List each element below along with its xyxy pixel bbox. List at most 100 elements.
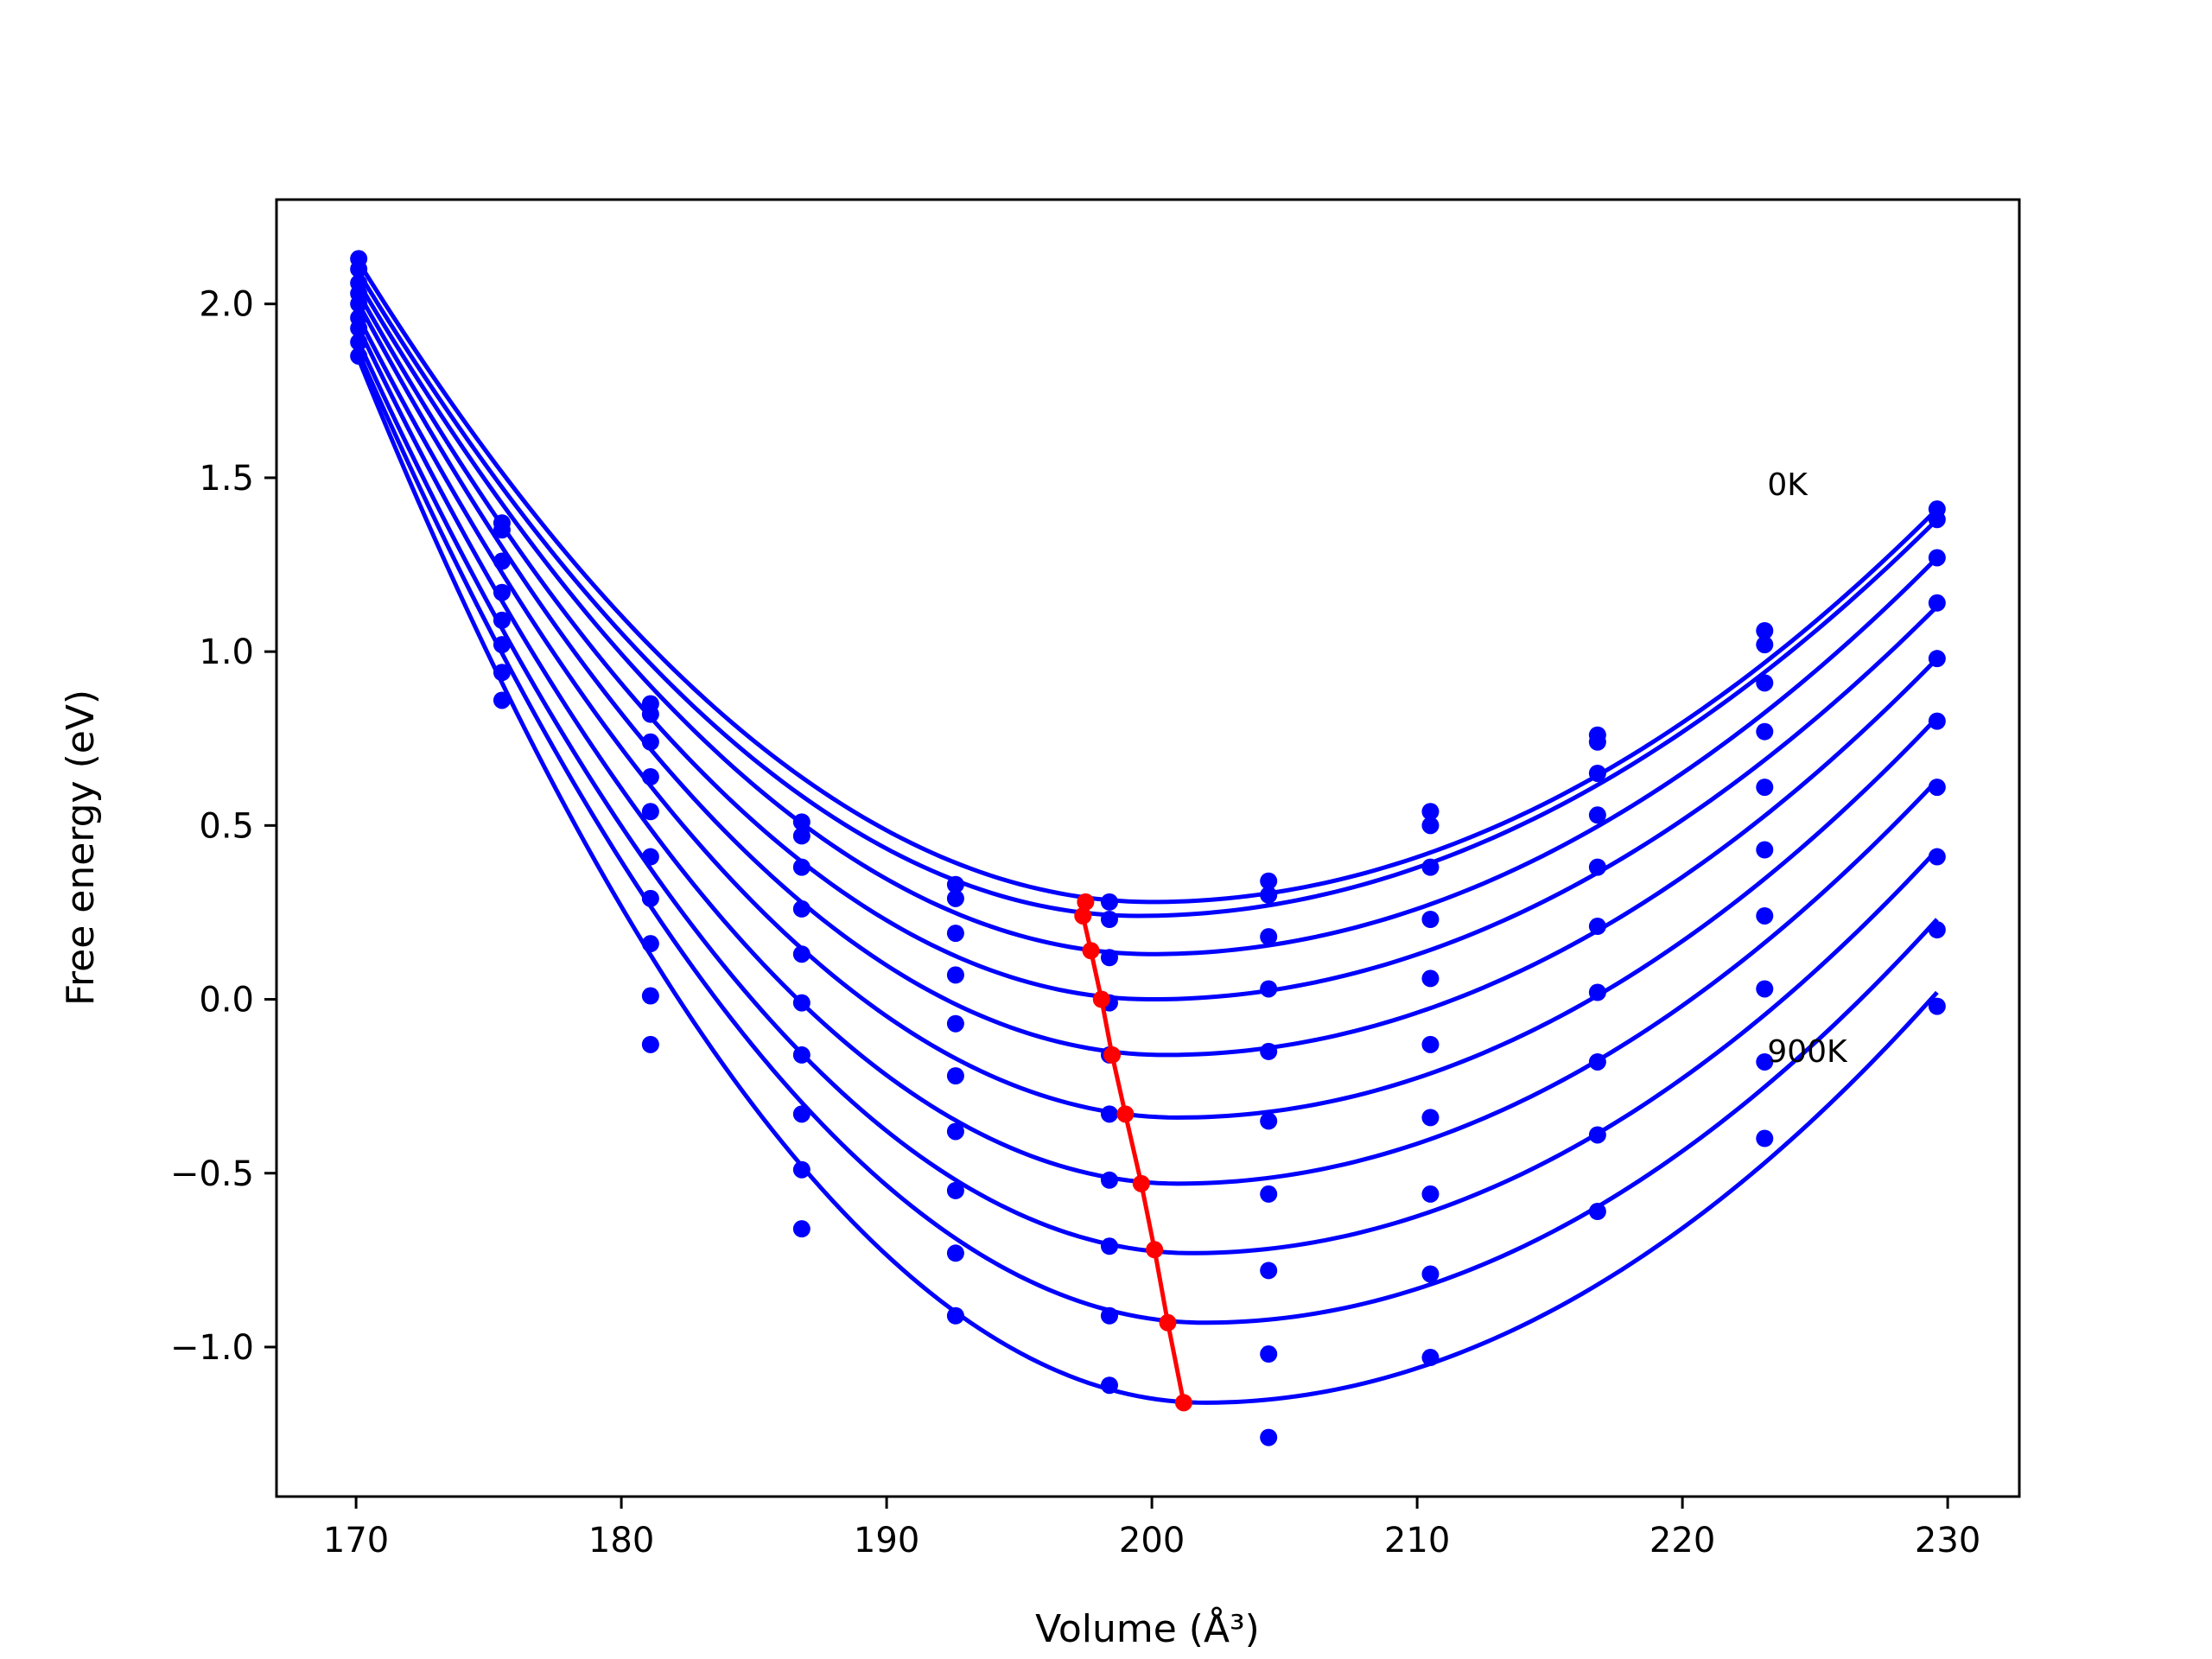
data-point bbox=[1260, 1185, 1278, 1203]
annotations: 0K 900K bbox=[1767, 467, 1848, 1070]
data-point bbox=[1100, 910, 1118, 928]
data-point bbox=[946, 1014, 964, 1033]
minimum-point bbox=[1174, 1394, 1192, 1412]
x-tick-label: 220 bbox=[1649, 1521, 1715, 1560]
data-point bbox=[1100, 1306, 1118, 1325]
x-tick-label: 190 bbox=[854, 1521, 919, 1560]
data-point bbox=[792, 827, 810, 845]
minimum-point bbox=[1146, 1241, 1164, 1259]
minimum-point bbox=[1103, 1046, 1122, 1064]
fit-curve bbox=[357, 271, 1939, 918]
data-point bbox=[641, 768, 659, 786]
data-point bbox=[1421, 803, 1440, 821]
annotation: 0K bbox=[1767, 467, 1808, 503]
data-point bbox=[1421, 1265, 1440, 1283]
fit-curves bbox=[356, 261, 1939, 1405]
fit-curve bbox=[357, 261, 1939, 905]
fit-curve bbox=[357, 282, 1939, 957]
data-point bbox=[493, 664, 511, 682]
data-point bbox=[792, 858, 810, 876]
data-point bbox=[1588, 1052, 1606, 1071]
minimum-point bbox=[1092, 990, 1110, 1008]
data-point bbox=[1421, 858, 1440, 876]
x-tick-label: 210 bbox=[1384, 1521, 1450, 1560]
x-tick-label: 200 bbox=[1119, 1521, 1185, 1560]
y-tick-label: −1.0 bbox=[170, 1328, 254, 1368]
data-point bbox=[1421, 1035, 1440, 1053]
data-point bbox=[1260, 1262, 1278, 1280]
x-axis-label: Volume (Å³) bbox=[1035, 1605, 1260, 1651]
data-point bbox=[792, 945, 810, 963]
annotation: 900K bbox=[1767, 1034, 1848, 1070]
data-point bbox=[1928, 779, 1946, 797]
data-point bbox=[1260, 886, 1278, 904]
data-point bbox=[1588, 733, 1606, 751]
data-point bbox=[1100, 1376, 1118, 1395]
y-axis-label: Free energy (eV) bbox=[59, 690, 103, 1006]
data-point bbox=[792, 994, 810, 1012]
data-point bbox=[1588, 764, 1606, 782]
data-point bbox=[946, 1067, 964, 1085]
data-point bbox=[1928, 848, 1946, 866]
y-tick-label: 0.0 bbox=[199, 981, 254, 1020]
y-tick-label: −0.5 bbox=[170, 1154, 254, 1194]
data-point bbox=[1928, 594, 1946, 612]
data-point bbox=[1756, 636, 1774, 654]
data-point bbox=[792, 1105, 810, 1123]
data-point bbox=[641, 733, 659, 751]
data-point bbox=[1421, 817, 1440, 835]
data-point bbox=[1928, 650, 1946, 668]
data-point bbox=[1100, 893, 1118, 911]
data-point bbox=[946, 925, 964, 943]
data-point bbox=[1100, 1237, 1118, 1255]
data-point bbox=[1928, 712, 1946, 730]
data-point bbox=[1260, 1042, 1278, 1060]
data-point bbox=[1756, 1129, 1774, 1147]
x-tick-label: 230 bbox=[1915, 1521, 1980, 1560]
data-point bbox=[946, 889, 964, 907]
fit-curve bbox=[356, 316, 1939, 1120]
data-point bbox=[641, 1035, 659, 1053]
data-point bbox=[1100, 1105, 1118, 1123]
data-point bbox=[641, 935, 659, 953]
data-point bbox=[946, 1306, 964, 1325]
data-point bbox=[1421, 1185, 1440, 1203]
data-point bbox=[1756, 906, 1774, 925]
data-point bbox=[1928, 997, 1946, 1015]
data-point bbox=[1588, 983, 1606, 1001]
fit-curve bbox=[356, 359, 1939, 1405]
data-point bbox=[350, 260, 368, 278]
data-point bbox=[1260, 1345, 1278, 1363]
data-point bbox=[792, 813, 810, 831]
data-point bbox=[1588, 806, 1606, 824]
data-point bbox=[792, 1160, 810, 1179]
data-point bbox=[350, 347, 368, 365]
data-point bbox=[493, 611, 511, 629]
data-point bbox=[1421, 910, 1440, 928]
data-point bbox=[1100, 1171, 1118, 1189]
data-point bbox=[1421, 969, 1440, 988]
data-point bbox=[1588, 1126, 1606, 1144]
fit-curve bbox=[356, 352, 1939, 1325]
data-point bbox=[1928, 549, 1946, 567]
data-point bbox=[1421, 1349, 1440, 1367]
data-point bbox=[946, 1181, 964, 1199]
data-point bbox=[641, 803, 659, 821]
data-point bbox=[1260, 872, 1278, 890]
data-point bbox=[641, 889, 659, 907]
data-point bbox=[1756, 980, 1774, 998]
data-point bbox=[792, 1046, 810, 1064]
minimum-point bbox=[1077, 893, 1095, 911]
x-tick-label: 170 bbox=[323, 1521, 389, 1560]
data-point bbox=[1260, 1428, 1278, 1446]
data-point bbox=[946, 1122, 964, 1141]
minimum-point bbox=[1132, 1174, 1150, 1192]
data-point bbox=[1588, 858, 1606, 876]
data-point bbox=[1100, 949, 1118, 967]
data-point bbox=[792, 899, 810, 918]
data-point bbox=[946, 875, 964, 893]
data-point bbox=[493, 636, 511, 654]
data-point bbox=[1756, 674, 1774, 692]
y-tick-label: 1.0 bbox=[199, 632, 254, 672]
